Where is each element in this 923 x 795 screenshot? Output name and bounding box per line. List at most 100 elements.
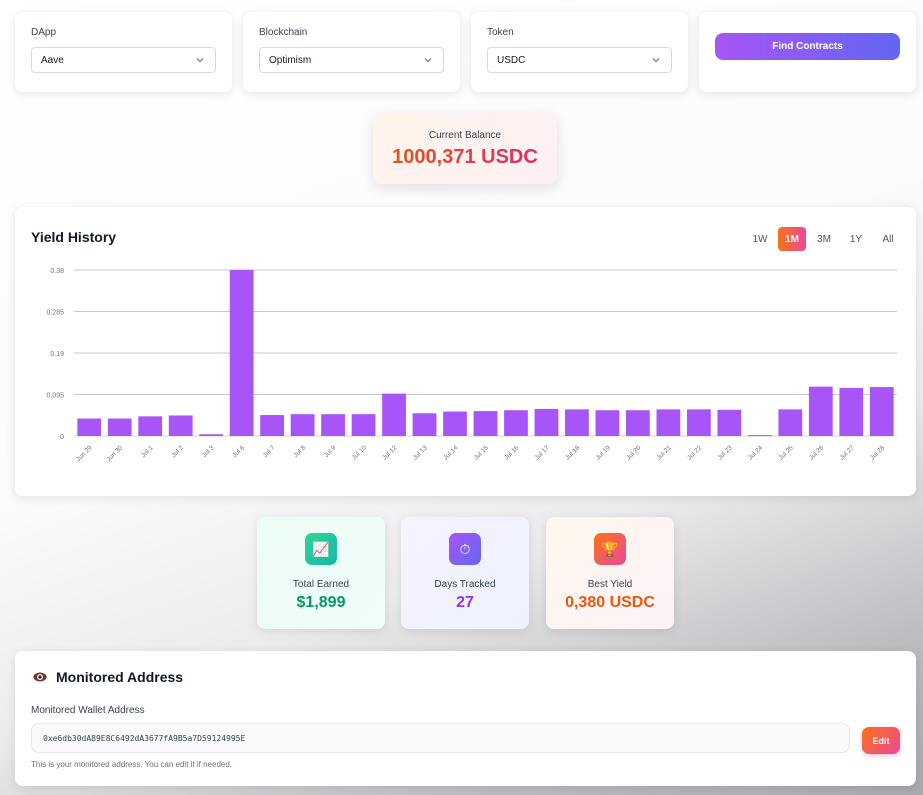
days-tracked-label: Days Tracked <box>434 579 496 590</box>
x-tick-label: Jul 28 <box>869 444 886 461</box>
range-1m-button[interactable]: 1M <box>778 227 806 251</box>
bar <box>107 418 132 436</box>
edit-button[interactable]: Edit <box>862 727 900 754</box>
x-tick-label: Jun 30 <box>105 444 124 463</box>
best-yield-card: 🏆 Best Yield 0,380 USDC <box>546 517 674 629</box>
bar <box>138 416 163 436</box>
bar <box>595 410 620 436</box>
bar <box>412 413 437 436</box>
x-tick-label: Jul 27 <box>838 444 855 461</box>
x-tick-label: Jul 15 <box>473 444 490 461</box>
stopwatch-icon: ⏱ <box>449 533 481 565</box>
y-tick-label: 0.095 <box>46 393 64 400</box>
blockchain-filter-card: Blockchain Optimism <box>243 12 460 92</box>
range-1y-button[interactable]: 1Y <box>849 233 863 245</box>
x-tick-label: Jul 6 <box>231 444 246 459</box>
chevron-down-icon <box>424 58 432 63</box>
bar <box>808 386 833 436</box>
best-yield-label: Best Yield <box>587 579 633 590</box>
bar <box>686 409 711 436</box>
y-tick-label: 0.38 <box>50 268 64 275</box>
bar <box>534 408 559 436</box>
x-tick-label: Jul 26 <box>808 444 825 461</box>
bar <box>290 414 315 436</box>
x-tick-label: Jun 29 <box>75 444 94 463</box>
blockchain-select[interactable]: Optimism <box>259 47 444 73</box>
token-value: USDC <box>497 54 526 66</box>
bar <box>717 409 742 436</box>
total-earned-card: 📈 Total Earned $1,899 <box>257 517 385 629</box>
y-tick-label: 0 <box>60 434 64 441</box>
bar <box>839 387 864 436</box>
y-tick-label: 0.285 <box>46 310 64 317</box>
bar <box>229 270 254 436</box>
x-tick-label: Jul 12 <box>381 444 398 461</box>
x-tick-label: Jul 24 <box>747 444 764 461</box>
days-tracked-value: 27 <box>456 594 474 611</box>
x-tick-label: Jul 21 <box>656 444 673 461</box>
bar <box>504 410 528 436</box>
range-3m-button[interactable]: 3M <box>817 233 831 245</box>
blockchain-label: Blockchain <box>259 27 308 38</box>
range-all-button[interactable]: All <box>882 233 894 245</box>
bar <box>382 393 406 436</box>
bar <box>747 435 772 437</box>
bar <box>168 415 193 436</box>
wallet-address-label: Monitored Wallet Address <box>31 705 145 716</box>
range-selector: 1W 1M 3M 1Y All <box>746 227 902 251</box>
bar <box>626 410 650 436</box>
x-tick-label: Jul 19 <box>595 444 612 461</box>
total-earned-label: Total Earned <box>292 579 350 590</box>
x-tick-label: Jul 10 <box>351 444 368 461</box>
bar <box>656 409 681 436</box>
monitored-address-card: Monitored Address Monitored Wallet Addre… <box>15 651 916 786</box>
dapp-label: DApp <box>31 27 57 38</box>
dapp-select[interactable]: Aave <box>31 47 216 73</box>
x-tick-label: Jul 13 <box>412 444 429 461</box>
x-tick-label: Jul 9 <box>323 444 338 459</box>
x-tick-label: Jul 22 <box>686 444 703 461</box>
bar <box>473 411 498 436</box>
yield-history-card: Yield History 1W 1M 3M 1Y All 0 0.095 0.19… <box>15 207 916 496</box>
x-tick-label: Jul 3 <box>201 444 216 459</box>
token-label: Token <box>487 27 514 38</box>
x-tick-label: Jul 2 <box>170 444 185 459</box>
monitored-address-heading: Monitored Address <box>33 669 183 685</box>
bar <box>199 434 224 436</box>
x-tick-label: Jul 25 <box>778 444 795 461</box>
bar <box>260 415 285 436</box>
bar <box>778 409 803 436</box>
chevron-down-icon <box>196 58 204 63</box>
dapp-filter-card: DApp Aave <box>15 12 232 92</box>
dapp-value: Aave <box>41 54 64 66</box>
bar <box>443 411 467 436</box>
find-contracts-button[interactable]: Find Contracts <box>715 33 900 60</box>
monitored-address-title: Monitored Address <box>56 669 184 685</box>
token-select[interactable]: USDC <box>487 47 672 73</box>
eye-icon <box>33 672 47 682</box>
total-earned-value: $1,899 <box>296 594 346 611</box>
wallet-address-help: This is your monitored address. You can … <box>31 760 233 769</box>
chevron-down-icon <box>652 58 660 63</box>
bar <box>351 414 376 436</box>
x-tick-label: Jul 20 <box>625 444 642 461</box>
token-filter-card: Token USDC <box>471 12 688 92</box>
balance-value: 1000,371 USDC <box>373 146 557 169</box>
x-tick-label: Jul 1 <box>140 444 155 459</box>
balance-label: Current Balance <box>428 130 502 141</box>
x-tick-label: Jul 16 <box>503 444 520 461</box>
y-tick-label: 0.19 <box>50 351 64 358</box>
bar <box>565 409 589 436</box>
days-tracked-card: ⏱ Days Tracked 27 <box>401 517 529 629</box>
x-tick-label: Jul 14 <box>442 444 459 461</box>
x-tick-label: Jul 23 <box>717 444 734 461</box>
wallet-address-field[interactable]: 0xe6db30dA89E8C6492dA3677fA9B5a7D5912499… <box>31 723 850 753</box>
x-tick-label: Jul 7 <box>262 444 277 459</box>
x-tick-label: Jul 18 <box>564 444 581 461</box>
x-tick-label: Jul 17 <box>534 444 551 461</box>
trophy-icon: 🏆 <box>594 533 626 565</box>
best-yield-value: 0,380 USDC <box>565 594 655 611</box>
current-balance-card: Current Balance 1000,371 USDC <box>373 113 557 184</box>
range-1w-button[interactable]: 1W <box>752 233 768 245</box>
blockchain-value: Optimism <box>269 54 312 66</box>
